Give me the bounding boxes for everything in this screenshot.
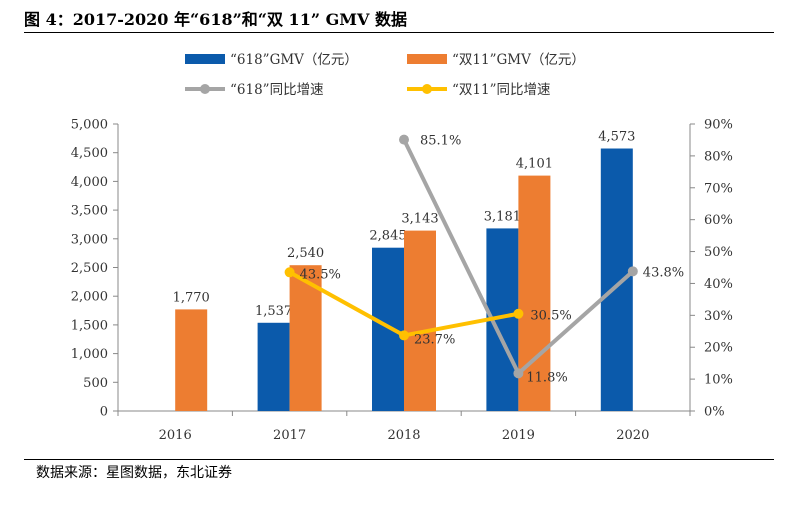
bar-618-gmv [600, 148, 633, 411]
data-label-1111-gmv: 2,540 [287, 246, 324, 261]
y-tick-label: 4,000 [71, 175, 108, 190]
y-tick-label: 5,000 [71, 118, 108, 133]
x-tick-label: 2020 [616, 428, 649, 443]
data-label-618-growth: 43.8% [643, 265, 684, 280]
legend-1111-gmv-label: “双11”GMV（亿元） [452, 52, 585, 68]
x-tick-label: 2018 [387, 428, 420, 443]
point-618-growth [513, 368, 524, 379]
legend-618-growth-label: “618”同比增速 [230, 82, 324, 98]
data-label-618-growth: 11.8% [526, 370, 567, 385]
point-1111-growth [513, 308, 524, 319]
y-tick-label: 2,500 [71, 261, 108, 276]
y2-tick-label: 0% [704, 405, 725, 420]
data-label-1111-gmv: 3,143 [401, 212, 438, 227]
y2-tick-label: 20% [704, 341, 733, 356]
y2-tick-label: 30% [704, 309, 733, 324]
bar-618-gmv [257, 322, 290, 411]
x-tick-label: 2016 [159, 428, 192, 443]
point-1111-growth [284, 267, 295, 278]
data-label-1111-growth: 23.7% [414, 332, 455, 347]
data-label-618-gmv: 2,845 [369, 229, 406, 244]
legend-618-gmv-swatch [185, 54, 225, 64]
legend-618-gmv-label: “618”GMV（亿元） [230, 52, 358, 68]
y-tick-label: 1,000 [71, 347, 108, 362]
title-rule [24, 32, 774, 33]
x-tick-label: 2017 [273, 428, 306, 443]
y2-tick-label: 10% [704, 373, 733, 388]
y-tick-label: 4,500 [71, 146, 108, 161]
y2-tick-label: 40% [704, 277, 733, 292]
point-618-growth [399, 134, 409, 145]
bar-1111-gmv [289, 265, 322, 411]
legend-1111-growth-marker [422, 84, 432, 94]
bar-1111-gmv [404, 230, 436, 411]
bar-1111-gmv [518, 175, 551, 411]
data-label-618-gmv: 4,573 [598, 130, 635, 145]
legend-618-growth-marker [200, 84, 210, 94]
y-tick-label: 3,500 [71, 204, 108, 219]
data-label-1111-gmv: 1,770 [173, 290, 210, 305]
data-label-618-gmv: 3,181 [484, 209, 521, 224]
x-tick-label: 2019 [502, 428, 535, 443]
bar-1111-gmv [175, 309, 208, 411]
data-label-1111-gmv: 4,101 [516, 157, 553, 172]
data-label-1111-growth: 30.5% [530, 309, 571, 324]
y-tick-label: 3,000 [71, 232, 108, 247]
y2-tick-label: 50% [704, 245, 733, 260]
figure-title: 图 4：2017-2020 年“618”和“双 11” GMV 数据 [24, 10, 407, 29]
y-tick-label: 0 [100, 405, 108, 420]
point-1111-growth [399, 330, 409, 341]
data-label-618-gmv: 1,537 [255, 304, 292, 319]
y2-tick-label: 60% [704, 213, 733, 228]
legend-1111-growth-label: “双11”同比增速 [452, 82, 550, 98]
legend-1111-gmv-swatch [407, 54, 447, 64]
y2-tick-label: 70% [704, 181, 733, 196]
data-label-1111-growth: 43.5% [300, 267, 341, 282]
source-rule [24, 459, 774, 460]
source-note: 数据来源：星图数据，东北证券 [36, 465, 232, 481]
point-618-growth [627, 266, 638, 277]
y2-tick-label: 90% [704, 118, 733, 133]
y-tick-label: 500 [83, 376, 108, 391]
data-label-618-growth: 85.1% [420, 134, 461, 149]
bar-618-gmv [372, 247, 404, 411]
y2-tick-label: 80% [704, 149, 733, 164]
y-tick-label: 1,500 [71, 318, 108, 333]
y-tick-label: 2,000 [71, 290, 108, 305]
